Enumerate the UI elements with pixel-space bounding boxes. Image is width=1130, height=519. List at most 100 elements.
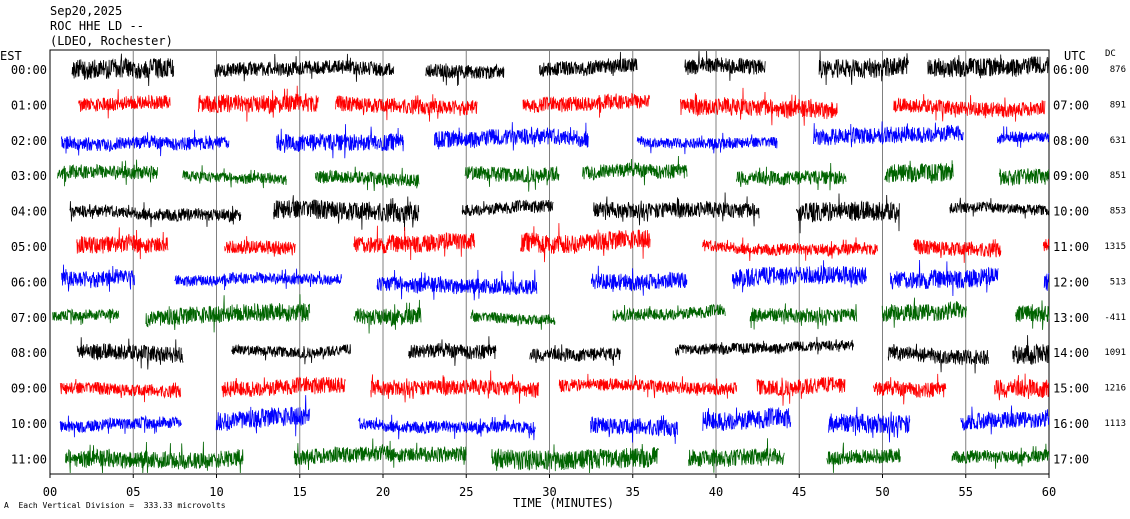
trace-segment	[464, 166, 560, 192]
x-tick-label: 00	[43, 485, 57, 499]
utc-row-label: 06:00	[1053, 63, 1089, 77]
trace-segment	[893, 94, 1046, 122]
utc-row-label: 13:00	[1053, 311, 1089, 325]
utc-row-label: 09:00	[1053, 169, 1089, 183]
dc-offset-label: 1091	[1104, 348, 1126, 358]
utc-row-label: 14:00	[1053, 346, 1089, 360]
utc-row-label: 12:00	[1053, 275, 1089, 289]
trace-segment	[826, 442, 901, 473]
x-tick-label: 30	[542, 485, 556, 499]
utc-row-label: 10:00	[1053, 205, 1089, 219]
x-tick-label: 10	[209, 485, 223, 499]
chart-date: Sep20,2025	[50, 4, 123, 18]
dc-column-label: DC	[1105, 49, 1116, 59]
trace-segment	[1014, 300, 1050, 330]
station-code: ROC HHE LD --	[50, 19, 144, 33]
est-row-label: 06:00	[11, 275, 47, 289]
trace-segment	[357, 414, 536, 441]
trace-segment	[997, 126, 1050, 148]
trace-segment	[796, 193, 900, 234]
est-row-label: 02:00	[11, 134, 47, 148]
trace-segment	[612, 303, 726, 322]
trace-segment	[182, 165, 287, 189]
corner-mark: A	[4, 501, 9, 510]
trace-segment	[994, 373, 1050, 401]
trace-segment	[749, 303, 858, 330]
trace-segment	[684, 50, 766, 81]
trace-segment	[78, 89, 171, 119]
dc-offset-label: 1113	[1104, 419, 1126, 429]
x-tick-label: 15	[293, 485, 307, 499]
trace-segment	[680, 87, 838, 126]
dc-offset-label: 1216	[1104, 384, 1126, 394]
trace-segment	[522, 92, 650, 118]
trace-segment	[434, 122, 589, 151]
trace-segment	[71, 53, 175, 87]
trace-segment	[818, 50, 909, 86]
trace-segment	[272, 195, 420, 232]
dc-offset-label: 876	[1110, 65, 1126, 75]
trace-segment	[353, 225, 475, 261]
dc-offset-label: 853	[1110, 207, 1126, 217]
trace-segment	[913, 239, 1002, 263]
network-name: (LDEO, Rochester)	[50, 34, 173, 48]
x-tick-label: 35	[626, 485, 640, 499]
x-tick-label: 40	[709, 485, 723, 499]
trace-segment	[1012, 335, 1050, 366]
trace-segment	[960, 405, 1050, 435]
utc-axis-label: UTC	[1064, 49, 1086, 63]
trace-segment	[590, 415, 678, 444]
dc-offset-label: 891	[1110, 100, 1126, 110]
trace-segment	[61, 264, 135, 292]
trace-segment	[52, 308, 120, 326]
trace-segment	[76, 337, 184, 370]
dc-offset-label: -411	[1104, 313, 1126, 323]
trace-segment	[701, 237, 878, 262]
est-row-label: 10:00	[11, 417, 47, 431]
utc-row-label: 17:00	[1053, 452, 1089, 466]
trace-segment	[884, 160, 954, 184]
trace-segment	[998, 168, 1050, 186]
est-row-label: 01:00	[11, 98, 47, 112]
dc-offset-label: 631	[1110, 136, 1126, 146]
trace-segment	[69, 201, 242, 228]
trace-segment	[57, 159, 158, 187]
trace-segment	[889, 259, 999, 297]
utc-row-label: 16:00	[1053, 417, 1089, 431]
trace-segment	[215, 395, 311, 437]
est-row-label: 07:00	[11, 311, 47, 325]
trace-segment	[293, 438, 467, 471]
trace-segment	[736, 162, 847, 191]
trace-segment	[951, 443, 1050, 469]
trace-segment	[881, 297, 967, 328]
trace-segment	[675, 336, 854, 357]
trace-segment	[529, 344, 621, 366]
trace-segment	[276, 124, 404, 159]
x-tick-label: 50	[875, 485, 889, 499]
utc-row-label: 15:00	[1053, 382, 1089, 396]
trace-segment	[593, 192, 760, 227]
trace-segment	[314, 166, 420, 192]
dc-offset-label: 1315	[1104, 242, 1126, 252]
trace-segment	[370, 370, 539, 404]
x-tick-label: 55	[959, 485, 973, 499]
trace-segment	[688, 438, 785, 473]
trace-segment	[873, 373, 947, 405]
est-row-label: 03:00	[11, 169, 47, 183]
trace-segment	[520, 223, 651, 263]
trace-segment	[376, 269, 538, 301]
dc-offset-label: 513	[1110, 277, 1126, 287]
trace-segment	[214, 53, 395, 82]
trace-segment	[59, 378, 182, 403]
est-row-label: 04:00	[11, 205, 47, 219]
est-row-label: 08:00	[11, 346, 47, 360]
x-tick-label: 25	[459, 485, 473, 499]
trace-segment	[1042, 238, 1050, 252]
est-row-label: 00:00	[11, 63, 47, 77]
utc-row-label: 07:00	[1053, 98, 1089, 112]
dc-offset-label: 851	[1110, 171, 1126, 181]
trace-segment	[145, 294, 311, 333]
est-row-label: 09:00	[11, 382, 47, 396]
trace-segment	[731, 260, 867, 293]
